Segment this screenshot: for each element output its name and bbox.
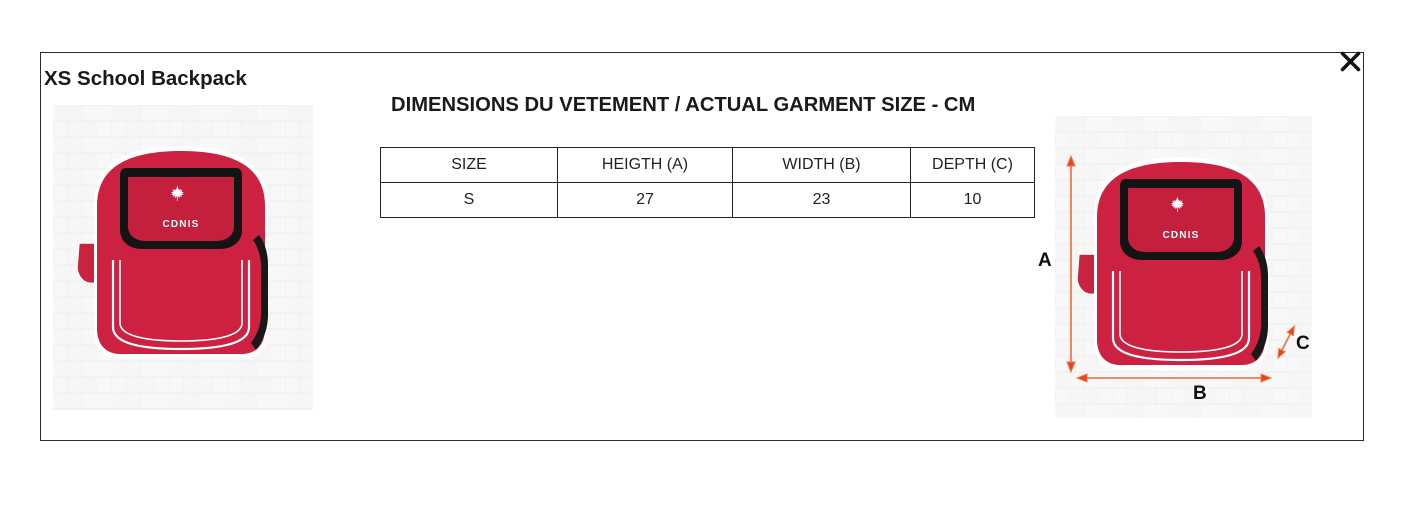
svg-text:CDNIS: CDNIS <box>1162 230 1199 241</box>
svg-text:CDNIS: CDNIS <box>162 219 199 230</box>
